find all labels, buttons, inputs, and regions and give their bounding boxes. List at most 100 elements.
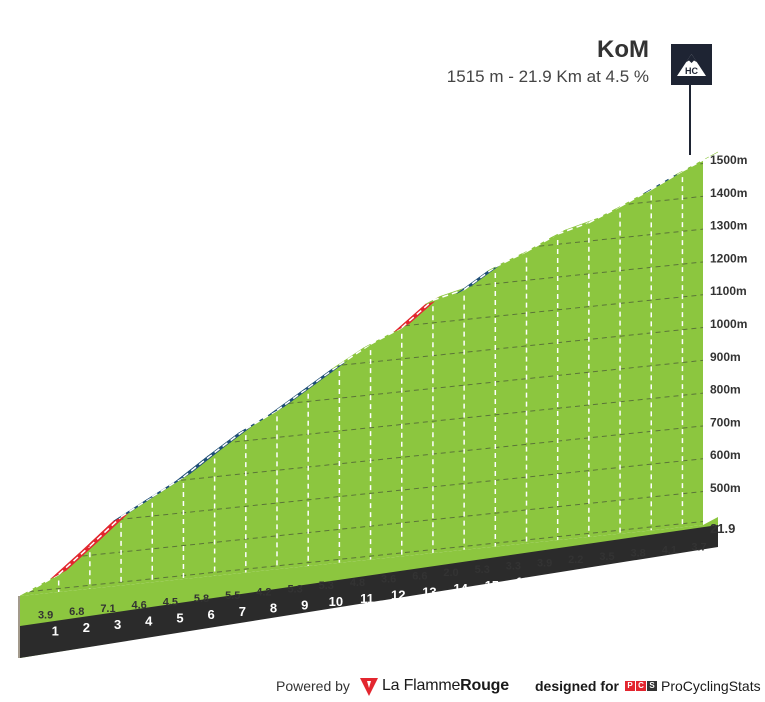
gradient-label: 5.3 <box>319 580 334 592</box>
band-end-cap <box>18 596 20 658</box>
y-tick-label: 1100m <box>710 284 747 298</box>
km-label: 10 <box>329 594 343 609</box>
strip-center-dash <box>682 155 711 172</box>
gradient-label: 3.7 <box>691 541 706 553</box>
strip-center-dash <box>463 266 496 291</box>
designed-for-label: designed for <box>535 678 620 694</box>
gradient-label: 3.9 <box>537 557 552 569</box>
powered-by-footer: Powered by La FlammeRouge <box>276 676 509 696</box>
km-label: 11 <box>360 591 374 606</box>
gradient-label: 3.5 <box>599 551 614 563</box>
procyclingstats-link[interactable]: ProCyclingStats <box>661 678 761 694</box>
gradient-label: 3.3 <box>506 561 521 573</box>
brand-suffix: Rouge <box>460 677 509 694</box>
gradient-label: 5.5 <box>225 590 240 602</box>
profile-top-strip <box>19 151 719 597</box>
gradient-labels: 3.9 6.8 7.1 4.6 4.5 5.8 5.5 4.2 5.3 5.3 4.8 3.6 6.6 2… <box>38 541 707 621</box>
strip-center-dash <box>58 545 91 575</box>
gradient-label: 3.8 <box>631 548 646 560</box>
kom-marker-pole <box>689 85 691 155</box>
strip-center-dash <box>120 496 153 518</box>
y-tick-label: 1300m <box>710 219 747 233</box>
km-label: 12 <box>391 588 405 603</box>
distance-band <box>18 517 718 658</box>
strip-center-dash <box>619 188 652 208</box>
gradient-label: 4.1 <box>662 544 677 556</box>
chart-subtitle: 1515 m - 21.9 Km at 4.5 % <box>446 67 649 86</box>
y-tick-label: 800m <box>710 383 741 397</box>
profile-area <box>20 160 703 596</box>
gradient-label: 4.8 <box>350 577 365 589</box>
gradient-label: 3.6 <box>381 574 396 586</box>
y-tick-label: 1000m <box>710 317 747 331</box>
strip-center-dash <box>27 573 60 593</box>
gradient-label: 4.6 <box>132 600 147 612</box>
pcs-logo-icon: P C S <box>625 681 658 691</box>
km-divider-lines <box>57 177 684 592</box>
km-label: 7 <box>239 604 246 619</box>
km-label: 14 <box>453 581 468 596</box>
strip-center-dash <box>494 250 527 268</box>
y-tick-label: 1200m <box>710 251 747 265</box>
y-tick-label: 1400m <box>710 186 747 200</box>
y-tick-label: 600m <box>710 448 741 462</box>
km-label: 8 <box>270 601 277 616</box>
gradient-label: 6.6 <box>412 570 427 582</box>
gradient-label: 5.8 <box>194 593 209 605</box>
km-label: 17 <box>547 571 561 586</box>
elevation-tick-labels: 500m 600m 700m 800m 900m 1000m 1100m 1200m 1300m… <box>710 153 747 495</box>
hc-label: HC <box>685 66 698 76</box>
strip-center-dash <box>401 299 434 329</box>
km-label: 21 <box>672 559 686 574</box>
pcs-box-c: C <box>636 681 647 691</box>
km-label: 15 <box>485 578 499 593</box>
gradient-label: 5.3 <box>287 583 302 595</box>
end-km-label: 21.9 <box>710 521 735 536</box>
y-tick-label: 1500m <box>710 153 747 167</box>
designed-for-footer: designed for P C S ProCyclingStats <box>535 676 761 696</box>
km-label: 1 <box>52 623 59 638</box>
strip-center-dash <box>151 476 184 498</box>
strip-center-dash <box>432 288 465 301</box>
strip-center-dash <box>245 409 278 430</box>
strip-center-dash <box>276 387 309 412</box>
hc-category-badge: HC <box>671 44 712 85</box>
gradient-label: 2.0 <box>443 567 458 579</box>
km-label: 9 <box>301 597 308 612</box>
gradient-label: 4.2 <box>256 587 271 599</box>
chart-title: KoM <box>597 36 649 63</box>
strip-center-dash <box>214 428 247 454</box>
strip-center-dash <box>338 343 371 366</box>
km-label: 5 <box>176 610 183 625</box>
y-tick-label: 900m <box>710 350 741 364</box>
km-label: 16 <box>516 575 530 590</box>
gradient-label: 2.2 <box>568 554 583 566</box>
strip-center-dash <box>588 205 621 224</box>
km-label: 20 <box>641 562 655 577</box>
y-tick-label: 500m <box>710 481 741 495</box>
pcs-box-p: P <box>625 681 636 691</box>
strip-center-dash <box>370 327 403 345</box>
km-label: 3 <box>114 617 121 632</box>
strip-center-dash <box>557 222 590 235</box>
km-label: 2 <box>83 620 90 635</box>
strip-center-dash <box>182 451 216 478</box>
km-label: 13 <box>422 584 436 599</box>
gradient-label: 4.5 <box>163 596 178 608</box>
brand-prefix: La Flamme <box>381 677 461 694</box>
km-label: 18 <box>578 568 592 583</box>
la-flamme-rouge-link[interactable]: La FlammeRouge <box>382 677 509 695</box>
gradient-label: 6.8 <box>69 606 84 618</box>
km-label: 6 <box>208 607 215 622</box>
powered-by-label: Powered by <box>276 678 350 694</box>
la-flamme-rouge-logo-icon <box>359 678 378 696</box>
gradient-label: 7.1 <box>100 603 115 615</box>
pcs-box-s: S <box>647 681 658 691</box>
gradient-label: 3.9 <box>38 609 53 621</box>
profile-body <box>20 160 703 596</box>
km-label: 4 <box>145 614 153 629</box>
gradient-label: 5.3 <box>475 564 490 576</box>
distance-band-dark <box>20 525 718 658</box>
